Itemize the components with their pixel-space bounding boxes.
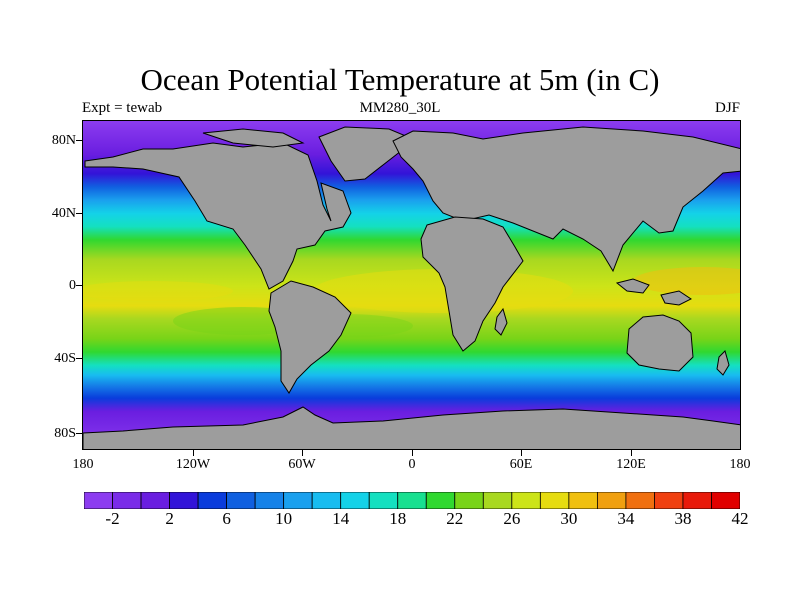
- lon-tick: [412, 450, 413, 456]
- colorbar-tick-label: 38: [674, 509, 692, 528]
- lon-tick-label: 0: [408, 457, 416, 472]
- colorbar-box: [112, 492, 142, 509]
- lon-tick-label: 60E: [509, 457, 533, 472]
- colorbar-tick-label: -2: [105, 509, 120, 528]
- colorbar-box: [568, 492, 598, 509]
- lat-tick: [76, 285, 82, 286]
- colorbar-tick-label: 22: [446, 509, 464, 528]
- lat-tick: [76, 213, 82, 214]
- lon-tick-label: 120E: [616, 457, 646, 472]
- colorbar-box: [425, 492, 456, 509]
- experiment-label: Expt = tewab: [82, 100, 163, 116]
- colorbar-tick-label: 10: [275, 509, 293, 528]
- colorbar-box: [539, 492, 570, 509]
- lon-tick-label: 180: [729, 457, 751, 472]
- lat-tick-label: 40S: [54, 351, 76, 366]
- colorbar-box: [368, 492, 399, 509]
- colorbar-box: [340, 492, 370, 509]
- colorbar-box: [454, 492, 484, 509]
- lon-tick: [631, 450, 632, 456]
- lon-tick: [302, 450, 303, 456]
- lat-tick-label: 0: [69, 278, 76, 293]
- lat-tick-label: 80S: [54, 426, 76, 441]
- colorbar-tick-label: 2: [165, 509, 174, 528]
- colorbar-tick-label: 26: [503, 509, 521, 528]
- lat-tick: [76, 140, 82, 141]
- colorbar-box: [283, 492, 313, 509]
- colorbar-box: [397, 492, 427, 509]
- map-panel: [82, 120, 741, 450]
- temperature-map: [83, 121, 740, 449]
- colorbar-box: [169, 492, 199, 509]
- lat-tick-label: 40N: [51, 206, 76, 221]
- colorbar-tick-label: 42: [731, 509, 749, 528]
- colorbar-box: [596, 492, 627, 509]
- colorbar-box: [625, 492, 655, 509]
- colorbar-box: [482, 492, 513, 509]
- colorbar-box: [654, 492, 684, 509]
- model-label: MM280_30L: [359, 100, 441, 116]
- lon-tick: [521, 450, 522, 456]
- lat-tick: [76, 433, 82, 434]
- colorbar-box: [140, 492, 170, 509]
- lon-tick: [193, 450, 194, 456]
- lon-tick-label: 180: [72, 457, 94, 472]
- lon-tick-label: 120W: [175, 457, 211, 472]
- colorbar-box: [311, 492, 342, 509]
- season-label: DJF: [714, 100, 740, 116]
- plot-title: Ocean Potential Temperature at 5m (in C): [140, 62, 660, 97]
- lat-tick: [76, 358, 82, 359]
- colorbar: [84, 492, 740, 509]
- colorbar-tick-label: 14: [332, 509, 350, 528]
- land-mask: [83, 126, 740, 449]
- colorbar-box: [84, 492, 113, 509]
- colorbar-box: [682, 492, 712, 509]
- lon-tick-label: 60W: [288, 457, 316, 472]
- lat-tick-label: 80N: [51, 133, 76, 148]
- colorbar-box: [711, 492, 740, 509]
- warm-patch: [633, 267, 740, 295]
- colorbar-box: [511, 492, 541, 509]
- colorbar-tick-label: 6: [222, 509, 231, 528]
- colorbar-tick-label: 30: [560, 509, 578, 528]
- colorbar-tick-label: 18: [389, 509, 407, 528]
- colorbar-tick-label: 34: [617, 509, 635, 528]
- colorbar-box: [226, 492, 256, 509]
- colorbar-box: [254, 492, 285, 509]
- warm-patch: [83, 281, 233, 301]
- colorbar-box: [197, 492, 228, 509]
